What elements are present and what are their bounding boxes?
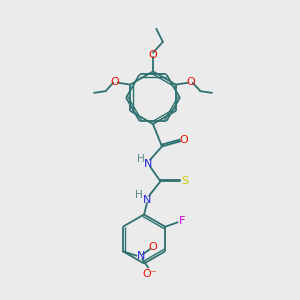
Text: N: N [143, 195, 151, 205]
Text: S: S [181, 176, 188, 186]
Text: O: O [148, 50, 158, 60]
Text: F: F [179, 216, 185, 226]
Text: O: O [187, 76, 195, 86]
Text: H: H [135, 190, 143, 200]
Text: N: N [144, 159, 153, 169]
Text: O⁻: O⁻ [142, 269, 157, 279]
Text: H: H [136, 154, 144, 164]
Text: O: O [111, 76, 119, 86]
Text: N: N [136, 251, 145, 261]
Text: O: O [180, 135, 188, 145]
Text: O: O [148, 242, 158, 252]
